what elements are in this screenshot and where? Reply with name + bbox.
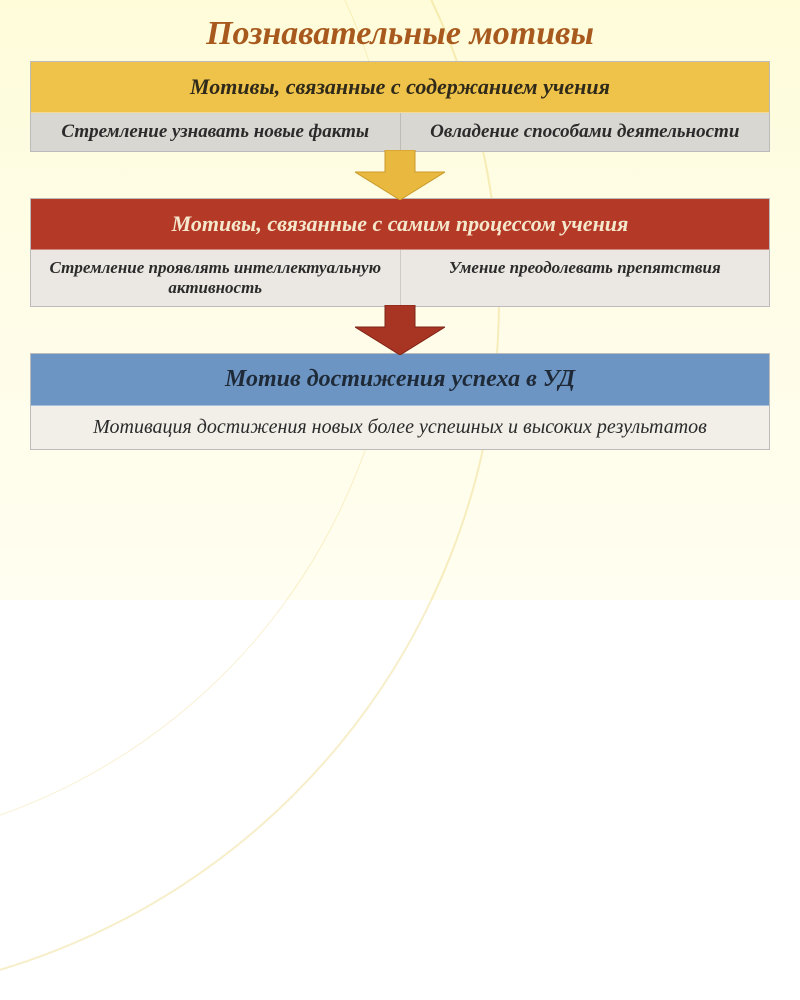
arrow-down-2	[30, 305, 770, 355]
slide-container: Познавательные мотивы Мотивы, связанные …	[0, 0, 800, 600]
block-header: Мотив достижения успеха в УД	[31, 354, 769, 406]
motive-block-success: Мотив достижения успеха в УД Мотивация д…	[30, 353, 770, 450]
arrow-icon	[355, 305, 445, 355]
sub-cell-right: Умение преодолевать препятствия	[401, 250, 770, 306]
block-subrow: Стремление узнавать новые факты Овладени…	[31, 113, 769, 151]
arrow-down-1	[30, 150, 770, 200]
arrow-icon	[355, 150, 445, 200]
slide-title: Познавательные мотивы	[30, 15, 770, 53]
sub-cell-left: Стремление узнавать новые факты	[31, 113, 401, 151]
motive-block-content: Мотивы, связанные с содержанием учения С…	[30, 61, 770, 152]
block-header: Мотивы, связанные с самим процессом учен…	[31, 199, 769, 250]
motive-block-process: Мотивы, связанные с самим процессом учен…	[30, 198, 770, 307]
block-header: Мотивы, связанные с содержанием учения	[31, 62, 769, 113]
block-subrow: Стремление проявлять интеллектуальную ак…	[31, 250, 769, 306]
sub-cell-right: Овладение способами деятельности	[401, 113, 770, 151]
block-sub-single: Мотивация достижения новых более успешны…	[31, 406, 769, 449]
sub-cell-left: Стремление проявлять интеллектуальную ак…	[31, 250, 401, 306]
